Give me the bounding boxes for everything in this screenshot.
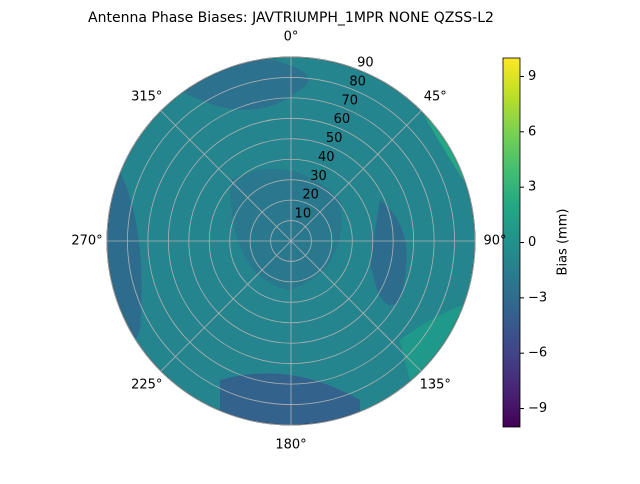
radial-grid-line	[229, 179, 353, 303]
r-tick-label: 70	[341, 93, 358, 108]
radial-grid-line	[249, 199, 333, 283]
r-tick-label: 40	[318, 150, 335, 165]
theta-tick-label: 45°	[424, 89, 447, 104]
r-tick-label: 90	[357, 56, 374, 71]
angular-grid-line	[290, 110, 422, 242]
colorbar-tick-label: −6	[528, 346, 547, 361]
colorbar-label: Bias (mm)	[556, 209, 571, 276]
theta-tick-label: 315°	[131, 89, 162, 104]
r-tick-label: 50	[326, 131, 343, 146]
theta-tick-label: 270°	[71, 234, 102, 249]
angular-grid-line	[290, 240, 422, 372]
radial-grid-line	[270, 220, 312, 262]
r-tick-label: 60	[334, 112, 351, 127]
r-tick-label: 10	[295, 207, 312, 222]
theta-tick-label: 225°	[131, 378, 162, 393]
radial-grid-line	[127, 77, 455, 405]
radial-grid-line	[208, 158, 374, 324]
radial-grid-line	[106, 56, 476, 426]
colorbar-tick-label: 9	[528, 69, 536, 84]
radial-grid-line	[188, 138, 394, 344]
radial-grid-line	[167, 117, 415, 365]
theta-tick-label: 180°	[275, 438, 306, 453]
theta-tick-label: 90°	[483, 234, 506, 249]
r-tick-label: 30	[310, 169, 327, 184]
chart-title: Antenna Phase Biases: JAVTRIUMPH_1MPR NO…	[88, 10, 494, 26]
colorbar-tick-label: −3	[528, 290, 547, 305]
theta-tick-label: 135°	[420, 378, 451, 393]
colorbar-tick-label: 0	[528, 235, 536, 250]
r-tick-label: 20	[302, 188, 319, 203]
angular-grid-line	[160, 110, 292, 242]
theta-tick-label: 0°	[284, 30, 299, 45]
colorbar-tick-label: −9	[528, 401, 547, 416]
angular-grid-line	[160, 240, 292, 372]
radial-grid-line	[147, 97, 435, 385]
colorbar-tick-label: 3	[528, 180, 536, 195]
r-tick-label: 80	[349, 74, 366, 89]
colorbar-tick-label: 6	[528, 124, 536, 139]
